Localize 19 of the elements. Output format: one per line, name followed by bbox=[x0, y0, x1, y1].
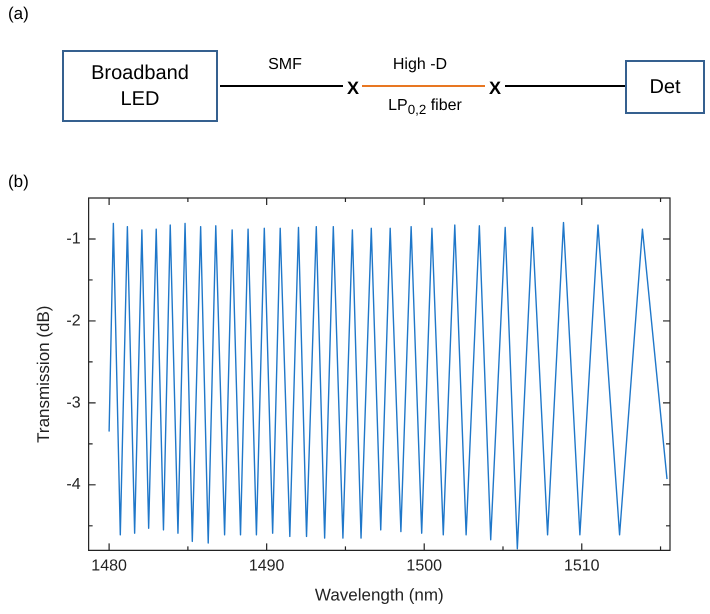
text: X bbox=[488, 78, 501, 98]
y-tick-label: -4 bbox=[66, 476, 81, 494]
x-tick-label: 1510 bbox=[564, 557, 600, 574]
x-axis-title: Wavelength (nm) bbox=[314, 585, 444, 604]
y-tick-label: -3 bbox=[66, 394, 81, 412]
text: LP$_{0,2}$ fiber bbox=[388, 97, 462, 118]
x-tick-label: 1490 bbox=[248, 557, 285, 574]
source-box: Broadband LED bbox=[62, 50, 218, 122]
text: (a) bbox=[8, 4, 29, 24]
text: SMF bbox=[268, 56, 302, 73]
y-axis-title: Transmission (dB) bbox=[34, 306, 53, 443]
text: X bbox=[346, 78, 359, 98]
x-tick-label: 1480 bbox=[91, 557, 128, 574]
x-tick-label: 1500 bbox=[406, 557, 442, 574]
y-tick-label: -2 bbox=[66, 312, 81, 330]
chart-title: (b) bbox=[8, 172, 29, 192]
y-tick-label: -1 bbox=[66, 230, 81, 248]
text: High -D bbox=[392, 56, 448, 73]
detector-box: Det bbox=[625, 60, 705, 114]
